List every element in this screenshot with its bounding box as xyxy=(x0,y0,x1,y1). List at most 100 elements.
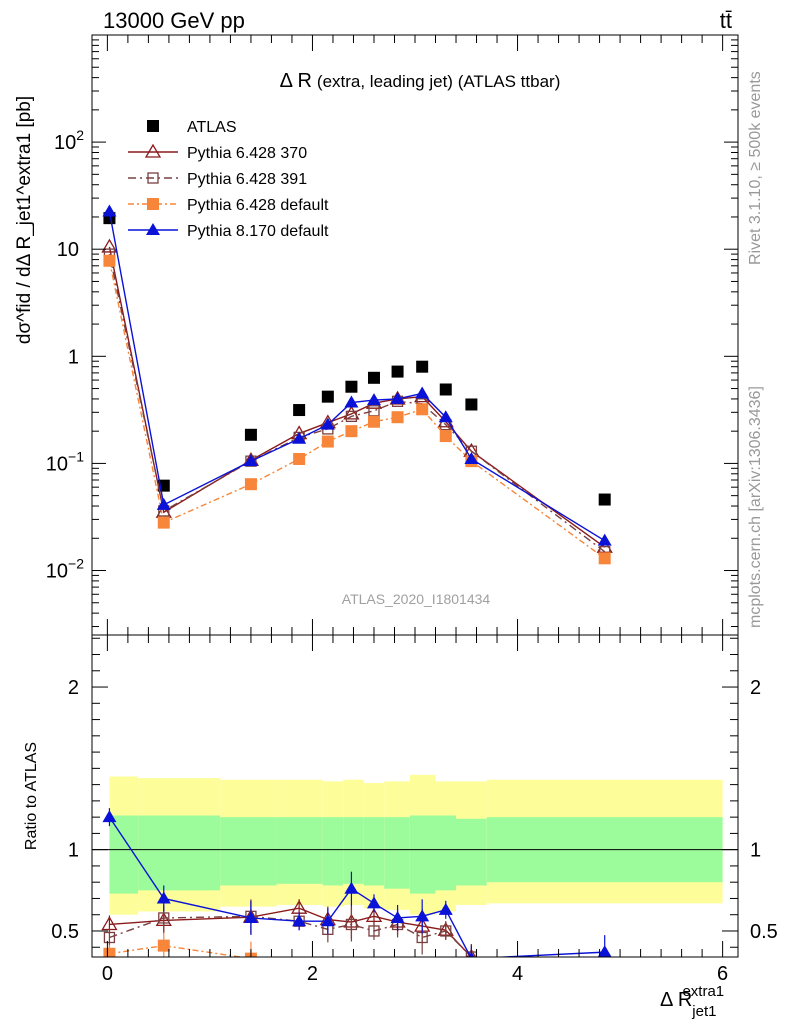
ratio-series-2 xyxy=(103,932,257,957)
data-point xyxy=(390,391,405,404)
ratio-point xyxy=(438,902,453,915)
energy-label: 13000 GeV pp xyxy=(103,8,245,33)
series-0 xyxy=(103,212,611,506)
legend-marker xyxy=(147,198,159,210)
data-point xyxy=(244,478,257,491)
band-inner xyxy=(322,817,344,886)
legend-marker xyxy=(144,143,162,158)
ratio-series-3 xyxy=(102,808,612,957)
legend: ATLAS Pythia 6.428 370 Pythia 6.428 391 Pyt… xyxy=(128,119,329,240)
legend-item: Pythia 8.170 default xyxy=(128,223,329,240)
y-tick-label: 1 xyxy=(68,346,79,368)
data-point xyxy=(464,451,479,464)
rivet-label: Rivet 3.1.10, ≥ 500k events xyxy=(747,71,764,265)
data-point xyxy=(368,405,380,417)
series-4 xyxy=(102,204,612,546)
legend-label: ATLAS xyxy=(187,119,237,136)
data-point xyxy=(321,390,334,403)
data-point xyxy=(321,435,334,448)
data-point xyxy=(367,415,380,428)
ratio-point xyxy=(415,909,430,922)
legend-marker xyxy=(147,120,159,132)
legend-item: ATLAS xyxy=(147,119,237,136)
series-line xyxy=(108,253,606,553)
data-point xyxy=(598,493,611,506)
ratio-point xyxy=(320,914,335,927)
ratio-panel: 0.5 0.5 1 1 2 2 0 2 4 6 Ratio to ATLAS Δ Rjet1ext… xyxy=(23,634,778,1020)
y-tick-label: 10 xyxy=(57,239,79,261)
data-point xyxy=(293,452,306,465)
data-point xyxy=(465,398,478,411)
ratio-point xyxy=(158,912,170,924)
y-tick-label: 10−1 xyxy=(46,448,84,475)
data-point xyxy=(345,425,358,438)
ratio-xlabel: Δ Rjet1extra1 xyxy=(660,983,724,1020)
band-inner xyxy=(363,817,385,886)
ratio-point xyxy=(365,908,383,922)
y-tick-label: 10−2 xyxy=(46,556,84,583)
ratio-ylabel: Ratio to ATLAS xyxy=(23,742,40,850)
ratio-line xyxy=(108,816,605,957)
band-inner xyxy=(343,817,364,884)
y-tick-label: 102 xyxy=(54,127,84,154)
ratio-point xyxy=(243,910,258,923)
ratio-point xyxy=(345,918,358,931)
mcplots-label: mcplots.cern.ch [arXiv:1306.3436] xyxy=(747,386,764,628)
ratio-point xyxy=(468,951,475,957)
main-ylabel: dσ^fid / dΔ R_jet1^extra1 [pb] xyxy=(14,96,35,344)
data-point xyxy=(101,238,118,253)
ratio-point xyxy=(157,939,170,952)
ratio-point xyxy=(103,931,116,944)
series-line xyxy=(108,211,606,542)
data-point xyxy=(344,395,359,408)
main-ylabel-text: dσ^fid / dΔ R_jet1^extra1 [pb] xyxy=(14,96,35,344)
legend-marker xyxy=(147,172,159,184)
ratio-point xyxy=(344,881,359,894)
data-point xyxy=(416,360,429,373)
legend-item: Pythia 6.428 default xyxy=(128,197,329,214)
data-point xyxy=(102,204,117,217)
series-3 xyxy=(103,254,611,565)
legend-label: Pythia 6.428 default xyxy=(187,197,329,214)
ratio-point xyxy=(102,810,117,823)
series-1 xyxy=(101,238,613,553)
data-point xyxy=(156,497,171,510)
legend-label: Pythia 6.428 370 xyxy=(187,145,307,162)
legend-item: Pythia 6.428 370 xyxy=(128,143,307,162)
ratio-point xyxy=(292,914,307,927)
ratio-y-tick-label: 2 xyxy=(68,677,79,699)
ratio-point xyxy=(366,896,381,909)
main-title: Δ R (extra, leading jet) (ATLAS ttbar) xyxy=(280,70,561,92)
data-point xyxy=(391,411,404,424)
series-line xyxy=(108,260,606,559)
ratio-y-tick-label: 1 xyxy=(68,840,79,862)
ratio-y-tick-label-right: 1 xyxy=(750,840,761,862)
band-inner xyxy=(435,815,457,891)
data-point xyxy=(343,405,360,420)
x-tick-label: 4 xyxy=(512,963,523,985)
ratio-series xyxy=(101,808,612,957)
data-point xyxy=(367,371,380,384)
data-point xyxy=(244,428,257,441)
ratio-y-tick-label: 0.5 xyxy=(51,921,79,943)
main-panel: 10−2 10−1 1 10 102 Δ R (extra, leading jet) (… xyxy=(14,34,739,636)
data-point xyxy=(439,383,452,396)
ratio-point xyxy=(103,947,116,957)
data-point xyxy=(243,454,258,467)
legend-label: Pythia 6.428 391 xyxy=(187,171,307,188)
band-inner xyxy=(456,818,487,886)
x-tick-label: 6 xyxy=(717,963,728,985)
band-inner xyxy=(138,815,221,891)
data-point xyxy=(320,417,335,430)
data-point xyxy=(439,430,452,443)
ratio-y-tick-label-right: 2 xyxy=(750,677,761,699)
process-label: tt̄ xyxy=(720,8,732,33)
analysis-tag: ATLAS_2020_I1801434 xyxy=(342,591,491,607)
ratio-point xyxy=(466,948,477,957)
data-point xyxy=(415,386,430,399)
data-point xyxy=(345,380,358,393)
ratio-point xyxy=(440,925,452,937)
legend-label: Pythia 8.170 default xyxy=(187,223,329,240)
legend-marker xyxy=(146,223,160,235)
